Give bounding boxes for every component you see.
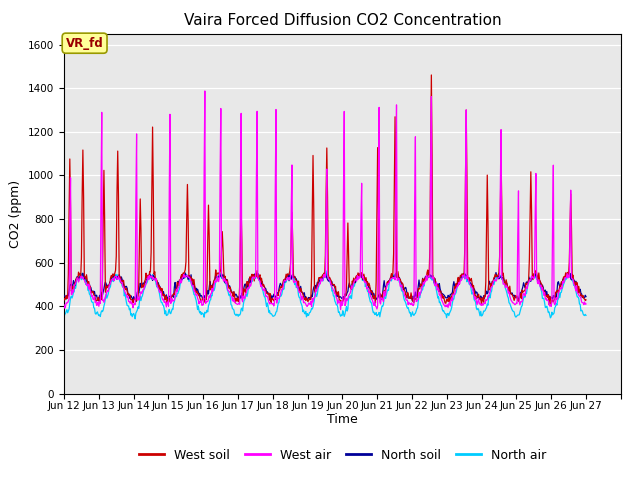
X-axis label: Time: Time (327, 413, 358, 426)
Title: Vaira Forced Diffusion CO2 Concentration: Vaira Forced Diffusion CO2 Concentration (184, 13, 501, 28)
Text: VR_fd: VR_fd (66, 36, 104, 50)
Y-axis label: CO2 (ppm): CO2 (ppm) (10, 180, 22, 248)
Legend: West soil, West air, North soil, North air: West soil, West air, North soil, North a… (134, 444, 551, 467)
